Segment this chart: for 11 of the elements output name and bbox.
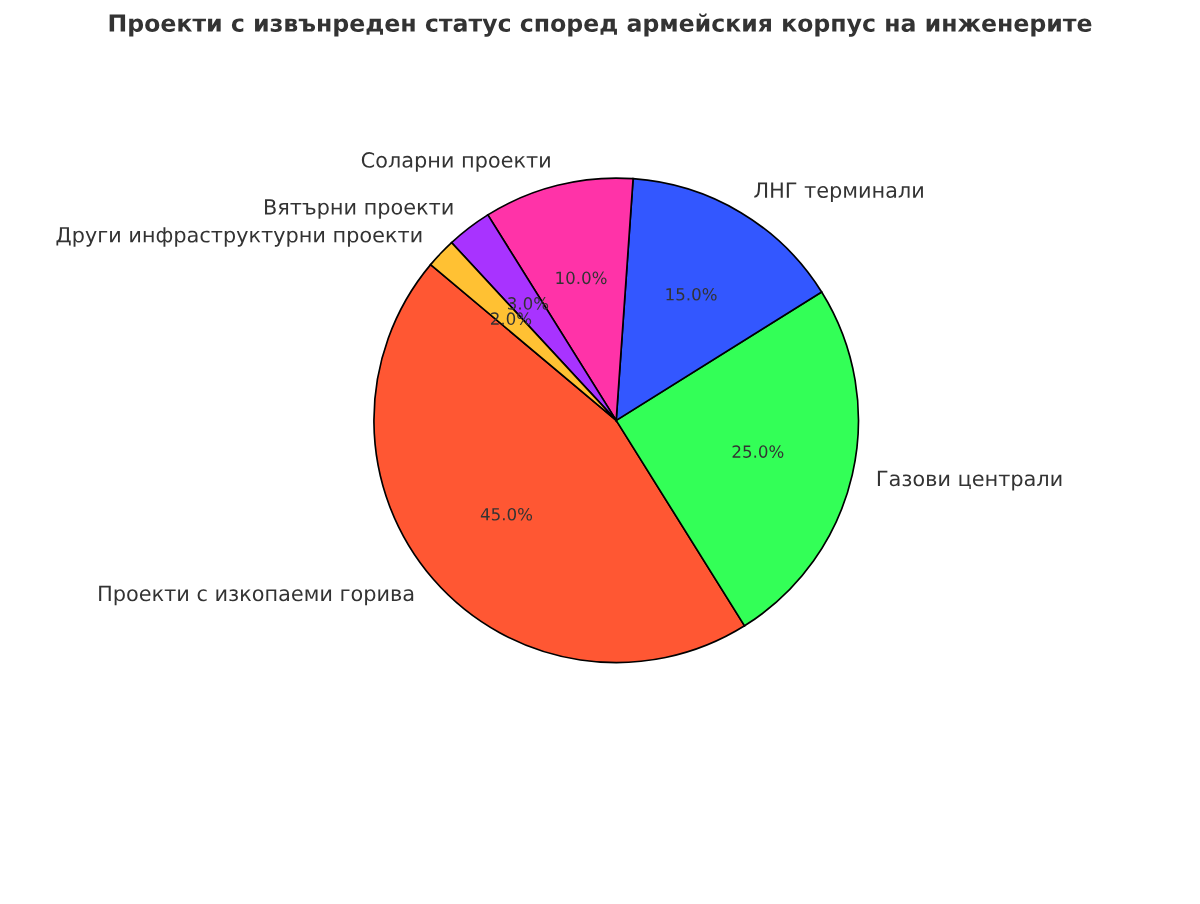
data-label: 10.0% [556, 271, 607, 285]
slice-label: Соларни проекти [361, 152, 550, 172]
slice-label: Вятърни проекти [265, 199, 453, 219]
slice-label: ЛНГ терминали [754, 182, 923, 203]
data-label: 45.0% [480, 507, 533, 521]
slice-label: Газови централи [877, 470, 1062, 491]
slice-label: Проекти с изкопаеми горива [99, 585, 414, 606]
data-label: 25.0% [732, 445, 784, 458]
data-label: 15.0% [666, 287, 717, 301]
chart-title: Проекти с извънреден статус според армейския корпус на инженерите [109, 13, 1092, 37]
slice-label: Други инфраструктурни проекти [56, 227, 422, 247]
